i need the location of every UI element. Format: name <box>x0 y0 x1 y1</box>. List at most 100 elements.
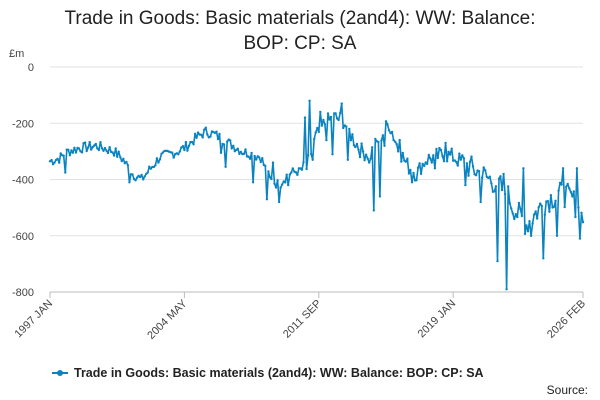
data-point <box>404 160 407 163</box>
data-point <box>152 165 156 169</box>
data-point <box>357 148 360 151</box>
data-point <box>578 237 582 240</box>
data-point <box>448 153 452 156</box>
data-point <box>496 259 499 263</box>
data-point <box>305 167 308 171</box>
data-point <box>372 209 375 212</box>
data-point <box>106 151 110 155</box>
data-point <box>352 144 356 147</box>
data-point <box>160 152 163 155</box>
data-point <box>528 220 531 223</box>
data-point <box>539 202 542 205</box>
data-point <box>148 165 151 168</box>
y-tick-label: -800 <box>12 287 34 299</box>
data-point <box>218 132 221 136</box>
data-point <box>96 147 99 150</box>
data-point <box>328 118 331 121</box>
data-point <box>561 167 565 170</box>
data-point <box>138 175 142 179</box>
data-point <box>77 147 81 150</box>
data-point <box>64 171 67 174</box>
data-point <box>340 102 343 105</box>
data-point <box>436 156 440 160</box>
data-point <box>477 170 481 173</box>
data-point <box>91 145 95 149</box>
data-point <box>346 158 349 161</box>
data-point <box>274 186 278 189</box>
series-group <box>48 99 585 291</box>
data-point <box>230 147 233 150</box>
data-point <box>259 160 262 164</box>
data-point <box>111 151 114 154</box>
data-point <box>349 139 353 142</box>
data-point <box>517 201 521 205</box>
data-point <box>87 146 90 149</box>
data-point <box>462 157 466 160</box>
source-label: Source: <box>546 383 588 397</box>
data-point <box>291 167 294 170</box>
data-point <box>322 118 325 122</box>
data-point <box>574 215 577 219</box>
data-point <box>253 154 256 158</box>
data-point <box>135 176 139 179</box>
data-point <box>534 210 537 213</box>
data-point <box>116 155 119 158</box>
data-point <box>548 210 551 213</box>
data-point <box>85 149 88 153</box>
data-point <box>531 222 534 225</box>
data-point <box>361 150 365 153</box>
data-point <box>577 206 580 209</box>
data-point <box>442 160 446 163</box>
data-point <box>177 153 180 156</box>
chart-title-line-2: BOP: CP: SA <box>243 33 357 54</box>
data-point <box>377 140 380 144</box>
data-point <box>102 149 105 152</box>
data-point <box>73 146 76 149</box>
y-tick-label: 0 <box>28 62 34 74</box>
data-point <box>100 147 104 150</box>
data-point <box>395 143 398 146</box>
data-point <box>482 166 485 169</box>
data-point <box>88 140 91 144</box>
x-tick-label: 2011 SEP <box>281 298 324 341</box>
data-point <box>455 160 458 164</box>
data-point <box>326 112 330 115</box>
data-point <box>355 142 359 146</box>
data-point <box>250 151 253 155</box>
data-point <box>572 190 575 193</box>
data-point <box>532 213 536 216</box>
data-point <box>320 124 323 127</box>
data-point <box>439 148 443 152</box>
data-point <box>204 126 207 129</box>
data-point <box>171 151 174 154</box>
data-point <box>513 217 516 221</box>
x-tick-label: 2004 MAY <box>145 297 190 342</box>
data-point <box>412 171 415 175</box>
data-point <box>142 178 145 181</box>
data-point <box>363 159 366 162</box>
data-point <box>392 138 395 142</box>
data-point <box>239 150 243 154</box>
data-point <box>433 167 437 170</box>
data-point <box>203 128 206 131</box>
data-point <box>215 130 218 133</box>
data-point <box>122 157 125 160</box>
data-point <box>317 130 320 134</box>
data-point <box>264 164 267 167</box>
data-point <box>316 126 319 130</box>
x-tick-label: 2019 JAN <box>416 298 459 341</box>
data-point <box>339 111 342 115</box>
data-point <box>83 141 87 144</box>
y-axis-unit-label: £m <box>9 48 25 60</box>
data-point <box>502 172 505 176</box>
data-point <box>178 150 181 153</box>
data-point <box>131 173 134 176</box>
data-point <box>435 147 438 151</box>
data-point <box>242 152 246 156</box>
data-point <box>499 175 502 178</box>
data-point <box>386 123 389 126</box>
data-point <box>56 157 59 160</box>
data-point <box>569 190 572 194</box>
data-point <box>279 186 282 189</box>
data-point <box>348 127 351 131</box>
